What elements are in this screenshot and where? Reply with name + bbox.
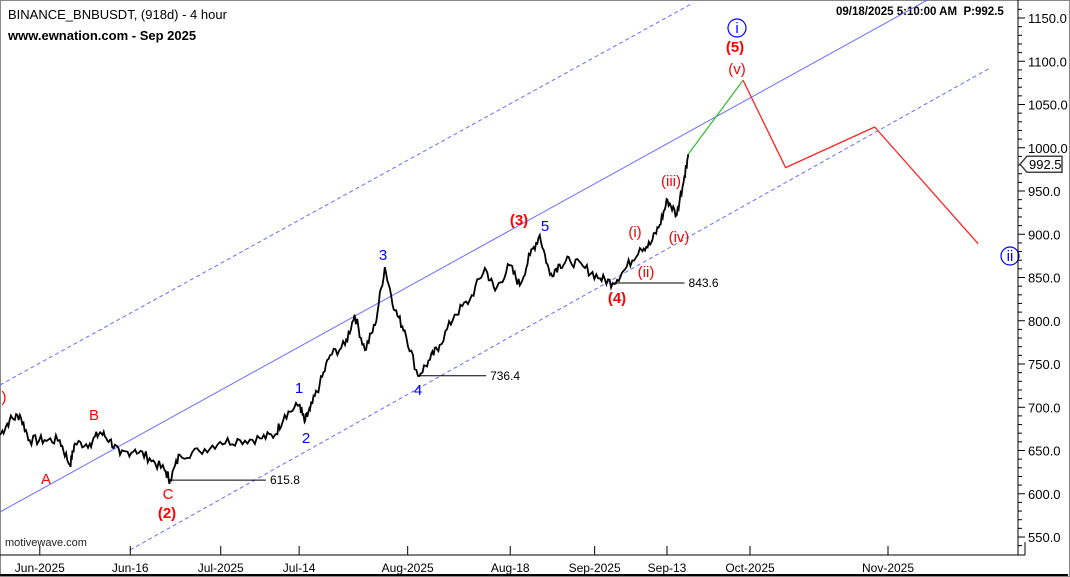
price-tick-label: 1150.0 bbox=[1028, 11, 1067, 26]
time-tick-label: Jul-2025 bbox=[198, 561, 244, 575]
price-tick-label: 700.0 bbox=[1028, 400, 1061, 415]
wave-label: (ii) bbox=[638, 264, 655, 281]
price-tick-label: 900.0 bbox=[1028, 227, 1061, 242]
time-tick-label: Jun-2025 bbox=[15, 561, 65, 575]
source-label: www.ewnation.com - Sep 2025 bbox=[8, 28, 197, 43]
watermark: motivewave.com bbox=[5, 537, 87, 549]
wave-label: (5) bbox=[726, 39, 744, 56]
price-tick-label: 950.0 bbox=[1028, 184, 1061, 199]
time-tick-label: Sep-13 bbox=[648, 561, 687, 575]
wave-label: (2) bbox=[158, 505, 176, 522]
level-label: 843.6 bbox=[689, 276, 719, 290]
price-tick-label: 600.0 bbox=[1028, 487, 1061, 502]
price-tick-label: 550.0 bbox=[1028, 530, 1061, 545]
projection-up-line bbox=[687, 79, 744, 155]
wave-label: 4 bbox=[414, 382, 422, 399]
wave-label: (iv) bbox=[669, 229, 690, 246]
time-tick-label: Jun-16 bbox=[112, 561, 149, 575]
wave-label: B bbox=[89, 407, 99, 424]
price-tick-label: 1000.0 bbox=[1028, 141, 1068, 156]
channel-middle-solid bbox=[0, 0, 929, 513]
wave-label: 5 bbox=[541, 218, 549, 235]
wave-label: A bbox=[41, 471, 51, 488]
time-tick-label: Nov-2025 bbox=[862, 561, 914, 575]
price-tick-label: 650.0 bbox=[1028, 444, 1061, 459]
wave-label: 3 bbox=[379, 247, 387, 264]
time-tick-label: Oct-2025 bbox=[725, 561, 775, 575]
time-tick-label: Aug-18 bbox=[491, 561, 530, 575]
wave-label: 2 bbox=[302, 430, 310, 447]
wave-label-circle bbox=[727, 18, 747, 38]
wave-label-circle bbox=[1000, 246, 1020, 266]
level-label: 615.8 bbox=[270, 473, 300, 487]
timestamp-readout: 09/18/2025 5:10:00 AM P:992.5 bbox=[836, 6, 1004, 18]
current-price-label: 992.5 bbox=[1029, 157, 1062, 172]
wave-label: C bbox=[163, 486, 174, 503]
wave-label: (iii) bbox=[661, 173, 681, 190]
time-tick-label: Sep-2025 bbox=[569, 561, 621, 575]
time-tick-label: Aug-2025 bbox=[382, 561, 434, 575]
price-tick-label: 800.0 bbox=[1028, 314, 1061, 329]
price-line bbox=[0, 154, 690, 484]
wave-label: ii bbox=[1007, 248, 1014, 265]
wave-label: (v) bbox=[728, 61, 746, 78]
level-label: 736.4 bbox=[490, 369, 520, 383]
price-axis[interactable]: 550.0 600.0 650.0 700.0 750.0 800.0 850.0 900.0… bbox=[1017, 0, 1068, 555]
channel-upper-dashed bbox=[0, 2, 694, 386]
current-price-marker bbox=[1019, 155, 1063, 173]
price-tick-label: 1100.0 bbox=[1028, 54, 1067, 69]
timestamp: 09/18/2025 5:10:00 AM bbox=[836, 6, 958, 18]
chart-title: BINANCE_BNBUSDT, (918d) - 4 hour bbox=[8, 7, 227, 22]
wave-label: (3) bbox=[510, 212, 528, 229]
wave-label: ) bbox=[2, 389, 7, 406]
price-tick-label: 1050.0 bbox=[1028, 98, 1068, 113]
time-axis[interactable]: Jun-2025 Jun-16 Jul-2025 Jul-14 Aug-2025 Aug-… bbox=[0, 542, 1068, 576]
wave-label: i bbox=[735, 20, 738, 37]
wave-label: (i) bbox=[628, 224, 641, 241]
channel-lines bbox=[0, 0, 991, 551]
channel-lower-dashed bbox=[129, 67, 991, 551]
price-tick-label: 750.0 bbox=[1028, 357, 1061, 372]
price-readout: P:992.5 bbox=[963, 6, 1004, 18]
wave-label: 1 bbox=[295, 380, 303, 397]
projection-path-line bbox=[742, 79, 979, 245]
price-tick-label: 850.0 bbox=[1028, 271, 1061, 286]
time-tick-label: Jul-14 bbox=[283, 561, 316, 575]
wave-label: (4) bbox=[608, 290, 626, 307]
